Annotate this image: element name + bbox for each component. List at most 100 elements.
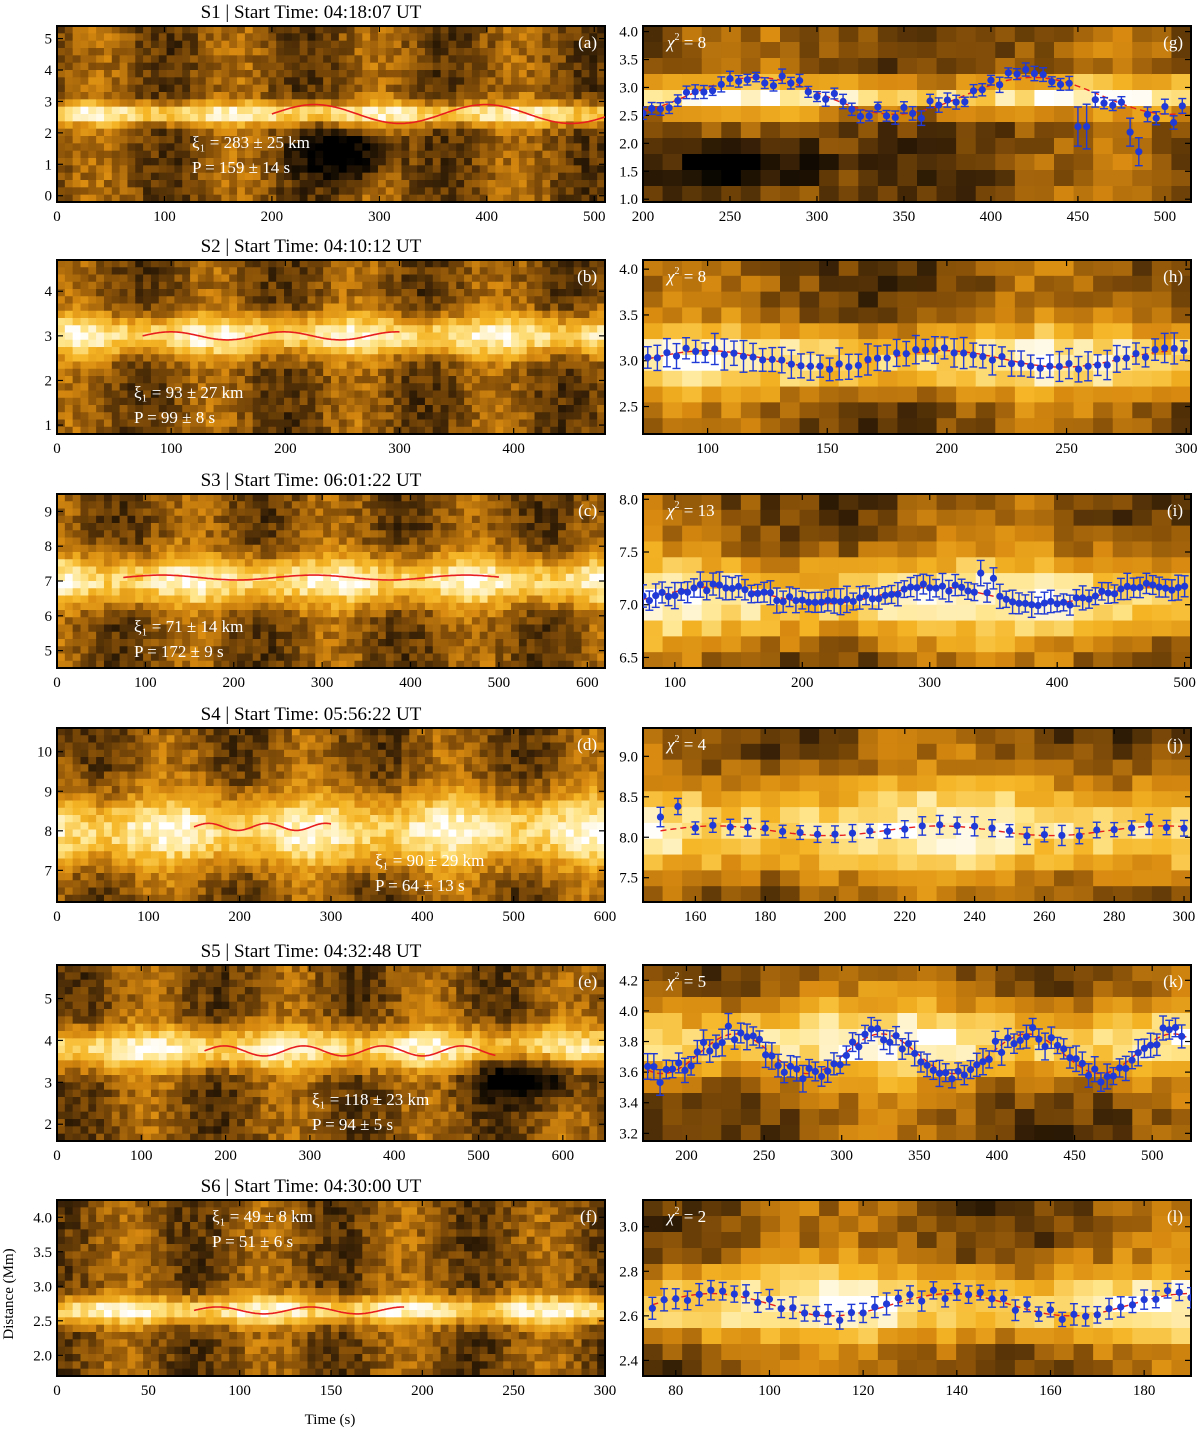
data-points-i (643, 559, 1189, 619)
data-point (942, 1069, 950, 1077)
data-point (644, 1062, 652, 1071)
data-point (1122, 354, 1130, 362)
data-point (817, 598, 826, 606)
x-tick-label: 200 (261, 209, 284, 225)
data-point (843, 595, 851, 603)
data-point (1122, 1064, 1130, 1073)
data-point (1000, 1295, 1008, 1303)
panel-f: 0 50 100 150 200 250 300 2.0 2.5 3.0 3.5 4.0 (f) S6 |… (33, 1176, 616, 1399)
data-point (856, 594, 864, 602)
data-point (1178, 1032, 1186, 1041)
data-point (778, 72, 786, 80)
data-point (830, 1060, 838, 1068)
data-point (887, 590, 896, 599)
data-point (1070, 1310, 1078, 1318)
data-point (849, 597, 857, 606)
data-point (894, 590, 902, 598)
y-tick-label: 2 (45, 373, 53, 389)
y-tick-label: 1.0 (619, 192, 638, 208)
x-tick-label: 500 (467, 1148, 490, 1164)
data-point (1004, 1034, 1012, 1042)
data-point (787, 79, 795, 87)
x-tick-label: 400 (986, 1148, 1009, 1164)
data-point (868, 595, 876, 603)
data-point (996, 592, 1004, 600)
x-tick-label: 300 (1173, 909, 1196, 925)
data-point (960, 1071, 968, 1079)
data-point (684, 588, 692, 596)
data-points-l (648, 1279, 1191, 1330)
data-point (769, 82, 778, 90)
data-point (1134, 1049, 1142, 1057)
data-point (695, 1290, 703, 1299)
data-point (926, 97, 934, 105)
data-point (987, 76, 995, 84)
y-tick-label: 2 (45, 126, 53, 142)
y-tick-label: 8.0 (619, 492, 638, 508)
data-point (988, 1295, 996, 1303)
data-point (711, 345, 719, 353)
data-point (1128, 824, 1136, 832)
data-point (1097, 1078, 1105, 1086)
x-tick-label: 0 (53, 209, 61, 225)
x-tick-label: 300 (830, 1148, 853, 1164)
x-tick-label: 400 (399, 675, 422, 691)
data-point (1023, 832, 1031, 840)
data-point (1078, 1059, 1086, 1068)
x-tick-label: 500 (1141, 1148, 1164, 1164)
data-point (911, 1049, 919, 1058)
y-tick-label: 2.4 (619, 1353, 638, 1369)
data-point (743, 1033, 751, 1041)
data-point (1128, 1056, 1136, 1064)
data-points-g (643, 62, 1187, 167)
data-point (929, 1066, 937, 1074)
panel-k: 200 250 300 350 400 450 500 3.2 3.4 3.6 3.8 4.0 4.2 (… (619, 964, 1192, 1164)
amplitude-annotation: ξ₁ = 49 ± 8 km (212, 1207, 313, 1226)
data-point (720, 350, 728, 359)
data-point (830, 597, 838, 605)
panel-label: (k) (1163, 972, 1183, 991)
plot-frame (56, 964, 606, 1142)
data-point (811, 598, 819, 606)
data-point (692, 347, 700, 356)
data-point (1136, 583, 1144, 592)
data-point (893, 349, 901, 357)
data-point (1153, 1041, 1161, 1049)
data-point (824, 1310, 832, 1319)
data-point (1132, 349, 1140, 358)
data-point (799, 1075, 807, 1083)
x-tick-label: 300 (311, 675, 334, 691)
fit-curve (193, 822, 332, 832)
x-tick-label: 600 (594, 909, 617, 925)
x-tick-label: 160 (684, 909, 707, 925)
y-tick-label: 2.5 (619, 400, 638, 416)
data-point (892, 1032, 900, 1040)
data-point (902, 350, 910, 358)
data-point (656, 1078, 664, 1087)
data-point (1159, 1024, 1167, 1032)
data-point (1040, 830, 1049, 839)
data-point (912, 346, 920, 354)
x-tick-label: 200 (791, 675, 814, 691)
data-point (873, 354, 882, 362)
panel-label: (g) (1163, 33, 1183, 52)
data-point (691, 88, 699, 96)
data-point (812, 1310, 820, 1318)
data-point (900, 585, 908, 593)
data-point (1035, 1310, 1043, 1318)
x-tick-label: 80 (668, 1383, 683, 1399)
panel-title: S2 | Start Time: 04:10:12 UT (201, 236, 422, 257)
data-point (845, 363, 853, 371)
data-point (718, 1038, 726, 1047)
data-point (1130, 584, 1138, 592)
data-point (1035, 1035, 1043, 1043)
data-point (926, 584, 934, 592)
data-point (948, 1075, 956, 1083)
data-point (940, 344, 949, 352)
y-tick-label: 3.0 (619, 1220, 638, 1236)
data-point (1117, 98, 1126, 106)
x-tick-label: 450 (1067, 209, 1090, 225)
y-tick-label: 9 (45, 784, 53, 800)
data-point (1180, 346, 1188, 355)
data-point (979, 1058, 987, 1066)
